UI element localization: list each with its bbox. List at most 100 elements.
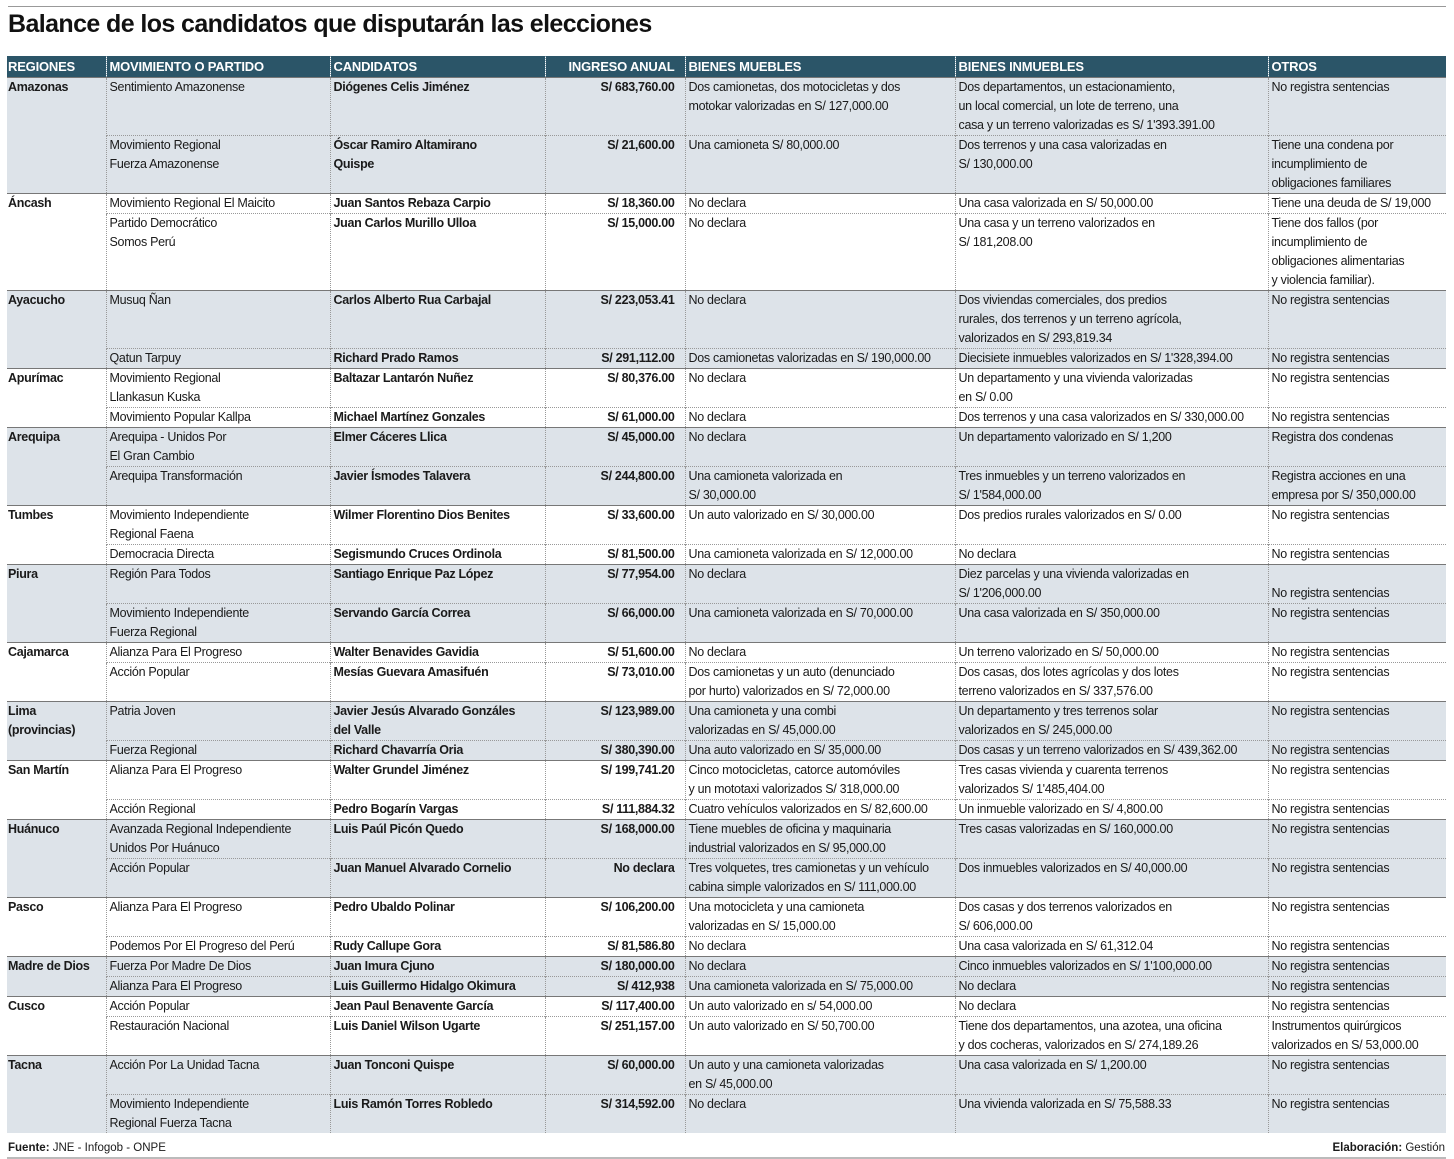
bienes-inmuebles-cell: Dos departamentos, un estacionamiento, u… xyxy=(954,77,1268,136)
income-cell: S/ 73,010.00 xyxy=(544,662,685,702)
candidate-cell: Luis Ramón Torres Robledo xyxy=(329,1094,545,1133)
party-cell: Alianza Para El Progreso xyxy=(105,897,330,937)
bienes-muebles-cell: Dos camionetas valorizadas en S/ 190,000… xyxy=(684,348,955,369)
party-cell: Fuerza Regional xyxy=(105,740,330,761)
income-cell: S/ 18,360.00 xyxy=(544,193,685,214)
candidate-cell: Michael Martínez Gonzales xyxy=(329,407,545,428)
otros-cell: No registra sentencias xyxy=(1267,290,1446,349)
bienes-muebles-cell: No declara xyxy=(684,936,955,957)
candidate-cell: Richard Prado Ramos xyxy=(329,348,545,369)
bienes-muebles-cell: No declara xyxy=(684,213,955,291)
income-cell: No declara xyxy=(544,858,685,898)
candidate-cell: Elmer Cáceres Llica xyxy=(329,427,545,467)
region-cell: Amazonas xyxy=(7,77,106,194)
party-cell: Arequipa Transformación xyxy=(105,466,330,506)
bienes-muebles-cell: Dos camionetas y un auto (denunciado por… xyxy=(684,662,955,702)
table-row: Democracia Directa Segismundo Cruces Ordi… xyxy=(7,544,1446,565)
table-row: Pasco Alianza Para El Progreso Pedro Ubald… xyxy=(7,897,1446,957)
otros-cell: No registra sentencias xyxy=(1267,544,1446,565)
party-cell: Movimiento Regional Llankasun Kuska xyxy=(105,368,330,408)
party-cell: Movimiento Regional Fuerza Amazonense xyxy=(105,135,330,194)
source-note: Fuente: JNE - Infogob - ONPE xyxy=(8,1141,166,1155)
bienes-muebles-cell: Una camioneta y una combi valorizadas en… xyxy=(684,701,955,741)
table-row: Piura Región Para Todos Santiago Enrique P… xyxy=(7,564,1446,643)
bienes-muebles-cell: No declara xyxy=(684,956,955,977)
candidates-table: REGIONES MOVIMIENTO O PARTIDO CANDIDATOS… xyxy=(7,56,1446,1133)
party-cell: Acción Popular xyxy=(105,996,330,1017)
table-row: Tumbes Movimiento Independiente Regional … xyxy=(7,505,1446,565)
otros-cell: No registra sentencias xyxy=(1267,701,1446,741)
otros-cell: No registra sentencias xyxy=(1267,603,1446,643)
otros-cell: No registra sentencias xyxy=(1267,564,1446,604)
region-cell: Piura xyxy=(7,564,106,643)
bienes-muebles-cell: Una camioneta valorizada en S/ 75,000.00 xyxy=(684,976,955,997)
header-muebles: BIENES MUEBLES xyxy=(684,56,955,78)
table-row: Movimiento Independiente Regional Fuerza… xyxy=(7,1094,1446,1133)
bienes-inmuebles-cell: Una casa valorizada en S/ 61,312.04 xyxy=(954,936,1268,957)
otros-cell: No registra sentencias xyxy=(1267,642,1446,663)
bienes-muebles-cell: No declara xyxy=(684,407,955,428)
otros-cell: Registra dos condenas xyxy=(1267,427,1446,467)
bienes-muebles-cell: No declara xyxy=(684,427,955,467)
income-cell: S/ 683,760.00 xyxy=(544,77,685,136)
credit-text: Gestión xyxy=(1405,1142,1445,1154)
party-cell: Podemos Por El Progreso del Perú xyxy=(105,936,330,957)
bienes-muebles-cell: Una camioneta valorizada en S/ 12,000.00 xyxy=(684,544,955,565)
candidate-cell: Servando García Correa xyxy=(329,603,545,643)
party-cell: Sentimiento Amazonense xyxy=(105,77,330,136)
otros-cell: No registra sentencias xyxy=(1267,505,1446,545)
candidate-cell: Luis Daniel Wilson Ugarte xyxy=(329,1016,545,1056)
bienes-muebles-cell: Tres volquetes, tres camionetas y un veh… xyxy=(684,858,955,898)
bienes-inmuebles-cell: Dos inmuebles valorizados en S/ 40,000.0… xyxy=(954,858,1268,898)
candidate-cell: Pedro Ubaldo Polinar xyxy=(329,897,545,937)
table-row: Partido Democrático Somos Perú Juan Carlo… xyxy=(7,213,1446,291)
income-cell: S/ 412,938 xyxy=(544,976,685,997)
candidate-cell: Segismundo Cruces Ordinola xyxy=(329,544,545,565)
table-row: Restauración Nacional Luis Daniel Wilson … xyxy=(7,1016,1446,1056)
region-cell: Lima (provincias) xyxy=(7,701,106,761)
otros-cell: No registra sentencias xyxy=(1267,956,1446,977)
table-row: Acción Popular Juan Manuel Alvarado Corne… xyxy=(7,858,1446,898)
party-cell: Acción Popular xyxy=(105,662,330,702)
bienes-muebles-cell: Una camioneta valorizada en S/ 30,000.00 xyxy=(684,466,955,506)
otros-cell: No registra sentencias xyxy=(1267,1055,1446,1095)
bienes-muebles-cell: Cuatro vehículos valorizados en S/ 82,60… xyxy=(684,799,955,820)
income-cell: S/ 45,000.00 xyxy=(544,427,685,467)
region-cell: Tumbes xyxy=(7,505,106,565)
bienes-inmuebles-cell: Diecisiete inmuebles valorizados en S/ 1… xyxy=(954,348,1268,369)
party-cell: Región Para Todos xyxy=(105,564,330,604)
party-cell: Qatun Tarpuy xyxy=(105,348,330,369)
bienes-inmuebles-cell: Un inmueble valorizado en S/ 4,800.00 xyxy=(954,799,1268,820)
region-cell: Madre de Dios xyxy=(7,956,106,997)
table-row: Áncash Movimiento Regional El Maicito Juan… xyxy=(7,193,1446,291)
table-header: REGIONES MOVIMIENTO O PARTIDO CANDIDATOS… xyxy=(7,56,1446,78)
income-cell: S/ 223,053.41 xyxy=(544,290,685,349)
bienes-inmuebles-cell: Dos casas, dos lotes agrícolas y dos lot… xyxy=(954,662,1268,702)
candidate-cell: Juan Manuel Alvarado Cornelio xyxy=(329,858,545,898)
income-cell: S/ 199,741.20 xyxy=(544,760,685,800)
bienes-muebles-cell: Un auto valorizado en S/ 50,700.00 xyxy=(684,1016,955,1056)
income-cell: S/ 314,592.00 xyxy=(544,1094,685,1133)
otros-cell: No registra sentencias xyxy=(1267,740,1446,761)
region-cell: Apurímac xyxy=(7,368,106,428)
candidate-cell: Juan Tonconi Quispe xyxy=(329,1055,545,1095)
candidate-cell: Juan Imura Cjuno xyxy=(329,956,545,977)
table-row: Madre de Dios Fuerza Por Madre De Dios Jua… xyxy=(7,956,1446,997)
candidate-cell: Baltazar Lantarón Nuñez xyxy=(329,368,545,408)
income-cell: S/ 106,200.00 xyxy=(544,897,685,937)
header-ingreso: INGRESO ANUAL xyxy=(544,56,685,78)
header-partido: MOVIMIENTO O PARTIDO xyxy=(105,56,330,78)
party-cell: Arequipa - Unidos Por El Gran Cambio xyxy=(105,427,330,467)
party-cell: Musuq Ñan xyxy=(105,290,330,349)
candidate-cell: Pedro Bogarín Vargas xyxy=(329,799,545,820)
otros-cell: Tiene dos fallos (por incumplimiento de … xyxy=(1267,213,1446,291)
header-regiones: REGIONES xyxy=(7,56,106,78)
income-cell: S/ 251,157.00 xyxy=(544,1016,685,1056)
party-cell: Movimiento Independiente Regional Fuerza… xyxy=(105,1094,330,1133)
table-row: Alianza Para El Progreso Luis Guillermo H… xyxy=(7,976,1446,997)
region-cell: Tacna xyxy=(7,1055,106,1133)
party-cell: Acción Popular xyxy=(105,858,330,898)
table-row: Ayacucho Musuq Ñan Carlos Alberto Rua Carb… xyxy=(7,290,1446,369)
bienes-muebles-cell: Dos camionetas, dos motocicletas y dos m… xyxy=(684,77,955,136)
footer: Fuente: JNE - Infogob - ONPE Elaboración… xyxy=(7,1141,1446,1155)
